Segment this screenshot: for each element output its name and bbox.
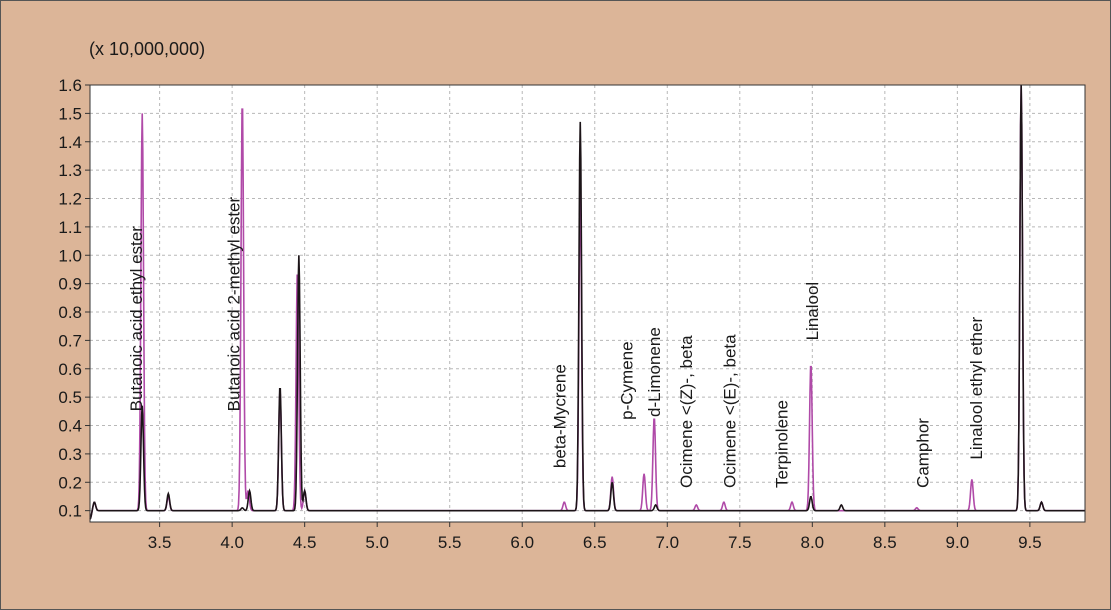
- x-tick-label: 8.0: [800, 533, 824, 552]
- peak-label: Butanoic acid 2-methyl ester: [224, 197, 243, 412]
- x-tick-label: 4.0: [220, 533, 244, 552]
- y-tick-label: 1.4: [58, 133, 82, 152]
- x-tick-label: 8.5: [873, 533, 897, 552]
- peak-label: d-Limonene: [645, 327, 664, 417]
- x-tick-label: 3.5: [148, 533, 172, 552]
- x-tick-label: 9.0: [946, 533, 970, 552]
- y-tick-label: 1.2: [58, 190, 82, 209]
- x-tick-label: 9.5: [1018, 533, 1042, 552]
- y-tick-label: 1.0: [58, 246, 82, 265]
- x-tick-label: 5.0: [365, 533, 389, 552]
- y-tick-label: 1.5: [58, 104, 82, 123]
- y-tick-label: 0.5: [58, 388, 82, 407]
- x-tick-label: 7.0: [655, 533, 679, 552]
- y-tick-label: 1.3: [58, 161, 82, 180]
- x-tick-label: 6.0: [510, 533, 534, 552]
- series-group: [89, 84, 1085, 520]
- peak-label: p-Cymene: [617, 341, 636, 419]
- x-axis-ticks: 3.5 4.0 4.5 5.0 5.5 6.0 6.5 7.0 7.5 8.0 8.5 9.0 9.5: [148, 522, 1042, 552]
- y-tick-label: 0.4: [58, 417, 82, 436]
- y-tick-label: 1.6: [58, 76, 82, 95]
- plot-border: [89, 84, 1086, 523]
- y-tick-label: 0.6: [58, 360, 82, 379]
- peak-label: Butanoic acid ethyl ester: [127, 226, 146, 412]
- y-multiplier-label: (x 10,000,000): [89, 39, 205, 59]
- y-tick-label: 0.9: [58, 275, 82, 294]
- peak-label: beta-Mycrene: [551, 364, 570, 468]
- y-tick-label: 0.2: [58, 473, 82, 492]
- x-tick-label: 6.5: [583, 533, 607, 552]
- y-tick-label: 0.8: [58, 303, 82, 322]
- peak-label: Ocimene <(E)-, beta: [720, 334, 739, 488]
- peak-label: Linalool ethyl ether: [967, 317, 986, 460]
- y-tick-label: 0.3: [58, 445, 82, 464]
- x-tick-label: 5.5: [438, 533, 462, 552]
- y-tick-label: 0.1: [58, 502, 82, 521]
- peak-annotations: Butanoic acid ethyl ester Butanoic acid 2…: [127, 197, 986, 488]
- y-tick-label: 0.7: [58, 331, 82, 350]
- plot-area: [89, 84, 1086, 523]
- y-tick-label: 1.1: [58, 218, 82, 237]
- series-line-1: [89, 84, 1085, 520]
- peak-label: Ocimene <(Z)-, beta: [677, 335, 696, 488]
- x-tick-label: 7.5: [728, 533, 752, 552]
- peak-label: Linalool: [803, 282, 822, 341]
- x-tick-label: 4.5: [293, 533, 317, 552]
- y-axis-ticks: 0.1 0.2 0.3 0.4 0.5 0.6 0.7 0.8 0.9 1.0 1.1 1.2 1.3 1…: [58, 76, 90, 521]
- peak-label: Camphor: [913, 418, 932, 488]
- peak-label: Terpinolene: [773, 400, 792, 488]
